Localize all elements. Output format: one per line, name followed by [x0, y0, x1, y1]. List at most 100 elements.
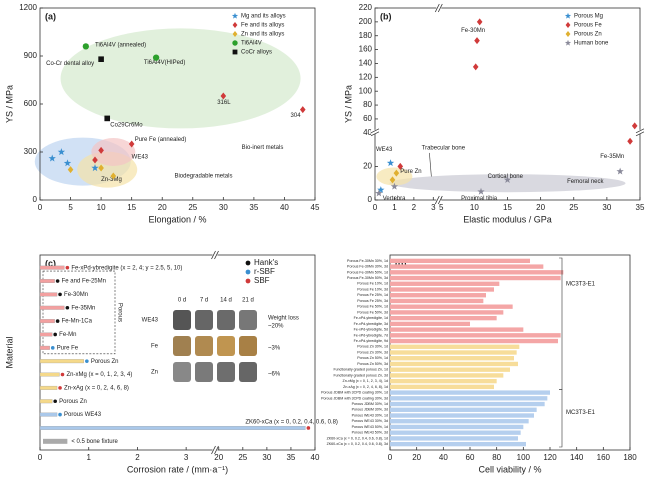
sample-image — [173, 310, 191, 330]
region-label: Bio-inert metals — [242, 145, 284, 151]
sample-image — [195, 362, 213, 382]
category-label: Porous JDBM 30%, 1d — [352, 402, 388, 406]
region — [389, 174, 626, 193]
axis-break-gap — [436, 197, 442, 203]
inset-row: WE43 — [142, 318, 159, 324]
x-tick-label: 5 — [439, 203, 444, 212]
category-label: Porous Fe 50%, 3d — [357, 310, 388, 314]
bar — [390, 378, 497, 384]
bar — [390, 338, 558, 344]
axis-break — [370, 128, 380, 137]
medium-marker — [58, 386, 62, 390]
medium-marker — [65, 265, 70, 270]
point — [152, 54, 160, 61]
reference-label: < 0.5 bone fixture — [71, 439, 118, 445]
point — [565, 22, 571, 28]
y-axis-label: YS / MPa — [343, 85, 353, 123]
legend-marker — [245, 260, 251, 266]
category-label: Porous JDBM with 3CPD coating 30%, 3d — [321, 396, 388, 400]
point — [390, 182, 399, 190]
inset-row: Zn — [151, 370, 158, 376]
bar — [39, 305, 65, 310]
category-label: Fe-xPd-ybredigite, 1d — [354, 316, 388, 320]
bar — [390, 293, 486, 298]
annotation: Ti6Al4V (annealed) — [95, 42, 146, 48]
point — [82, 43, 89, 50]
x-tick-label: 0 — [388, 453, 393, 462]
point — [375, 189, 383, 197]
inset-weight-loss: ~3% — [268, 346, 281, 352]
x-tick-label: 25 — [188, 203, 197, 212]
legend-label: Hank's — [254, 258, 278, 267]
medium-marker — [53, 399, 57, 404]
bar — [390, 304, 513, 309]
x-tick-label: 10 — [97, 203, 106, 212]
x-tick-label: 10 — [470, 203, 479, 212]
category-label: Fe-xPd-ybredigite, 7d — [354, 333, 388, 337]
medium-marker — [85, 359, 89, 363]
x-tick-label: 40 — [280, 203, 289, 212]
x-tick-label: 160 — [597, 453, 611, 462]
y-tick-label: 900 — [24, 51, 38, 60]
bar — [390, 407, 537, 412]
x-tick-label: 2 — [135, 453, 140, 462]
point — [220, 92, 227, 100]
point — [48, 154, 56, 162]
bar — [390, 430, 521, 435]
point — [98, 164, 104, 172]
bar — [390, 321, 470, 327]
medium-marker — [53, 332, 57, 337]
category-label: Fe-xPd-ybredigite, 5d — [354, 328, 388, 332]
x-tick-label: 3 — [431, 203, 436, 212]
x-tick-label: 35 — [249, 203, 258, 212]
legend-label: Fe and its alloys — [241, 23, 284, 29]
category-label: Porous WE43 30%, 1d — [352, 413, 388, 417]
y-tick-label: 80 — [363, 100, 372, 109]
axis-break-gap — [212, 252, 218, 258]
bar — [390, 298, 484, 304]
y-tick-label: 120 — [359, 72, 373, 81]
bar — [390, 396, 548, 401]
legend-marker — [245, 278, 251, 284]
x-tick-label: 140 — [570, 453, 584, 462]
point — [564, 12, 572, 19]
inset-column: 14 d — [220, 298, 232, 304]
point — [616, 167, 624, 175]
y-tick-label: 100 — [359, 86, 373, 95]
y-tick-label: 160 — [359, 45, 373, 54]
annotation: Pure Zn — [400, 169, 421, 175]
category-label: Porous Fe 25%, 1d — [357, 293, 388, 297]
x-tick-label: 180 — [623, 453, 637, 462]
y-tick-label: 60 — [363, 114, 372, 123]
x-tick-label: 5 — [68, 203, 73, 212]
inset-column: 21 d — [242, 298, 254, 304]
category-label: Porous Fe 10%, 3d — [357, 287, 388, 291]
y-tick-label: 1200 — [19, 3, 37, 12]
y-tick-label: 0 — [368, 195, 373, 204]
point — [67, 166, 74, 174]
panel-label: (a) — [45, 11, 56, 21]
sample-image — [195, 310, 213, 330]
bar-label: Zn-xMg (x = 0, 1, 2, 3, 4) — [66, 372, 132, 378]
panel-label: (d) — [395, 258, 407, 268]
point — [98, 56, 104, 62]
x-axis-label: Corrosion rate / (mm·a⁻¹) — [127, 464, 228, 474]
bar — [390, 275, 561, 281]
sample-image — [195, 336, 213, 356]
inset-column: 0 d — [178, 298, 186, 304]
bar — [390, 287, 494, 292]
point — [63, 159, 72, 167]
legend-label: CoCr alloys — [241, 50, 272, 56]
x-axis-label: Elastic modulus / GPa — [463, 214, 552, 224]
category-label: Functionally graded porous Zn, 1d — [333, 368, 388, 372]
bar-label: Fe-35Mn — [71, 305, 95, 311]
annotation: Vertebra — [383, 196, 406, 202]
sample-image — [239, 362, 257, 382]
point — [232, 22, 238, 28]
x-tick-label: 15 — [127, 203, 136, 212]
category-label: Porous WE43 50%, 1d — [352, 425, 388, 429]
category-label: Porous WE43 30%, 3d — [352, 419, 388, 423]
bar-label: Fe-30Mn — [64, 292, 88, 298]
bar — [39, 399, 53, 404]
x-tick-label: 25 — [569, 203, 578, 212]
